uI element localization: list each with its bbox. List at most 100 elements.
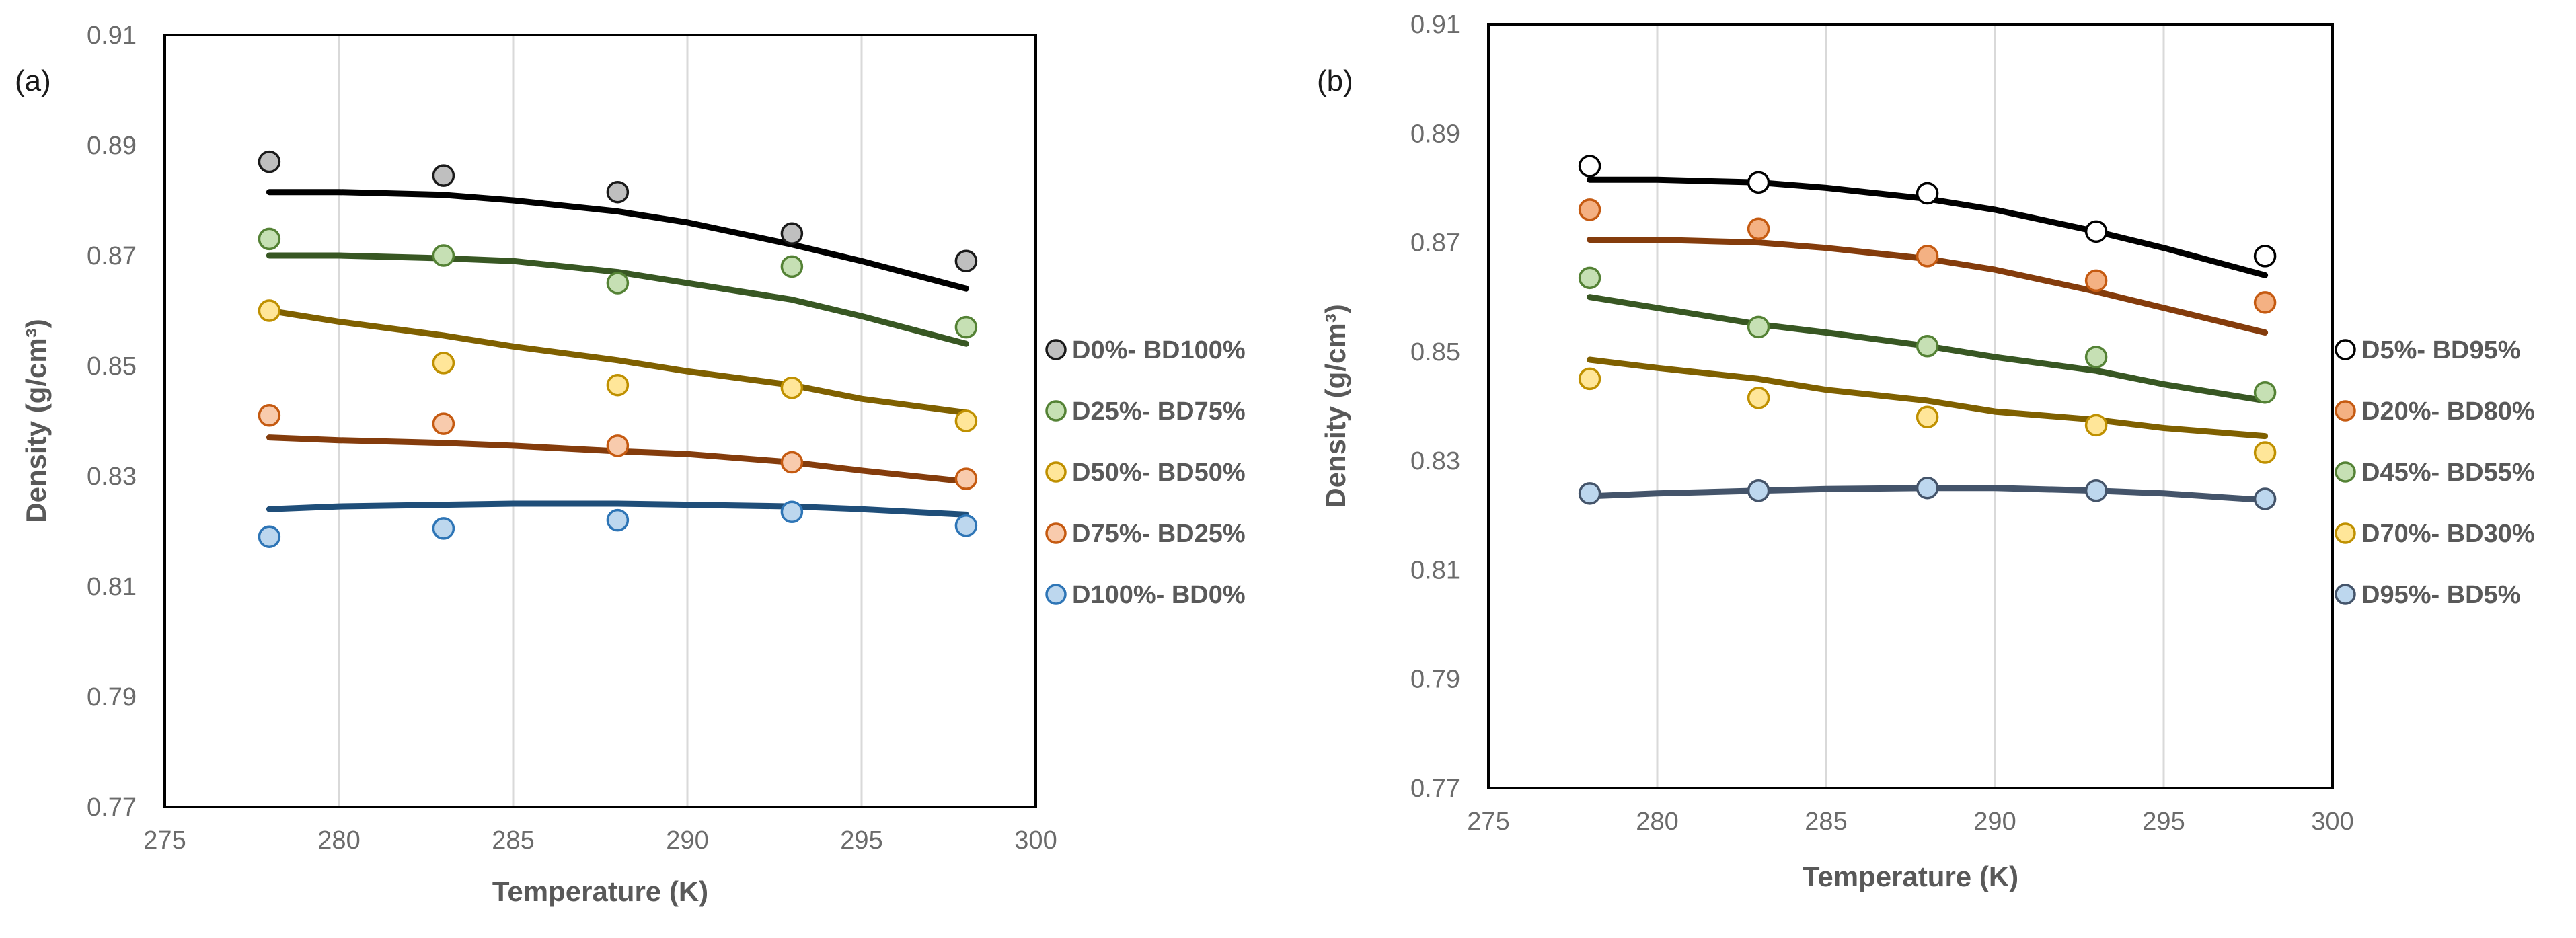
x-tick-label: 280: [1636, 808, 1678, 836]
legend-label: D25%- BD75%: [1072, 397, 1246, 426]
data-point: [258, 227, 281, 251]
x-axis-title: Temperature (K): [1803, 861, 2018, 892]
legend-label: D20%- BD80%: [2361, 397, 2535, 426]
data-point: [2253, 487, 2277, 510]
data-point: [606, 180, 630, 204]
y-tick-label: 0.87: [1410, 229, 1460, 258]
data-point: [1578, 482, 1601, 505]
x-tick-label: 275: [1467, 808, 1509, 836]
data-point: [954, 467, 978, 490]
legend-label: D0%- BD100%: [1072, 336, 1246, 364]
legend-label: D100%- BD0%: [1072, 581, 1246, 609]
data-point: [1916, 182, 1939, 205]
data-point: [258, 404, 281, 427]
y-axis-title: Density (g/cm³): [20, 319, 52, 522]
x-tick-label: 295: [840, 826, 882, 855]
legend-marker: [2335, 400, 2356, 422]
legend-label: D5%- BD95%: [2361, 336, 2521, 364]
x-tick-label: 275: [143, 826, 186, 855]
legend-marker: [1045, 400, 1067, 422]
data-point: [1747, 171, 1770, 194]
legend-label: D75%- BD25%: [1072, 520, 1246, 548]
y-tick-label: 0.81: [87, 573, 137, 601]
data-point: [1916, 476, 1939, 500]
data-point: [432, 352, 455, 375]
data-point: [2253, 291, 2277, 314]
data-point: [606, 508, 630, 532]
data-point: [780, 255, 804, 278]
y-tick-label: 0.79: [1410, 666, 1460, 694]
data-point: [1747, 315, 1770, 339]
data-point: [1578, 367, 1601, 391]
legend-label: D50%- BD50%: [1072, 459, 1246, 487]
data-point: [1578, 266, 1601, 290]
data-point: [954, 514, 978, 537]
data-point: [258, 299, 281, 322]
legend-marker: [1045, 339, 1067, 360]
chart-panel-b: 0.77 0.79 0.81 0.83 0.85 0.87 0.89 0.91 275 280 28…: [1317, 11, 2535, 892]
data-point: [432, 412, 455, 435]
data-point: [954, 315, 978, 339]
x-tick-label: 285: [492, 826, 534, 855]
data-point: [1916, 405, 1939, 428]
x-tick-label: 280: [317, 826, 360, 855]
data-point: [1747, 217, 1770, 241]
data-point: [2253, 381, 2277, 404]
data-point: [1578, 198, 1601, 221]
panel-label: (a): [15, 65, 51, 97]
data-point: [2253, 441, 2277, 464]
legend-marker: [1045, 522, 1067, 544]
legend-label: D95%- BD5%: [2361, 581, 2521, 609]
legend-marker: [2335, 339, 2356, 360]
y-tick-label: 0.79: [87, 683, 137, 711]
data-point: [1747, 479, 1770, 502]
y-tick-label: 0.77: [87, 793, 137, 822]
y-tick-label: 0.83: [1410, 447, 1460, 475]
y-tick-label: 0.77: [1410, 775, 1460, 803]
series-line: [266, 189, 969, 292]
legend-marker: [2335, 522, 2356, 544]
data-point: [1916, 245, 1939, 268]
data-point: [2084, 414, 2108, 437]
y-tick-label: 0.85: [87, 352, 137, 381]
series-line: [1587, 356, 2269, 440]
data-point: [954, 409, 978, 432]
x-tick-label: 300: [2311, 808, 2353, 836]
legend-marker: [1045, 584, 1067, 605]
data-point: [606, 434, 630, 457]
chart-panel-a: 0.77 0.79 0.81 0.83 0.85 0.87 0.89 0.91 275 280 28…: [15, 22, 1246, 907]
data-point: [2084, 479, 2108, 502]
x-tick-label: 290: [666, 826, 708, 855]
data-point: [2084, 269, 2108, 292]
y-tick-label: 0.91: [87, 22, 137, 50]
data-point: [606, 373, 630, 397]
data-point: [780, 222, 804, 245]
y-tick-label: 0.83: [87, 463, 137, 491]
legend-marker: [1045, 461, 1067, 483]
data-point: [606, 272, 630, 295]
data-point: [432, 517, 455, 540]
data-point: [258, 525, 281, 548]
data-point: [1578, 155, 1601, 178]
data-point: [2084, 220, 2108, 243]
legend-label: D70%- BD30%: [2361, 520, 2535, 548]
data-point: [780, 377, 804, 399]
data-point: [1747, 387, 1770, 409]
y-tick-label: 0.89: [1410, 120, 1460, 148]
data-point: [2084, 346, 2108, 368]
data-point: [780, 500, 804, 524]
data-point: [2253, 245, 2277, 268]
y-tick-label: 0.81: [1410, 556, 1460, 584]
legend-marker: [2335, 461, 2356, 483]
data-point: [780, 451, 804, 474]
y-tick-label: 0.85: [1410, 338, 1460, 366]
x-tick-label: 290: [1973, 808, 2016, 836]
panel-label: (b): [1317, 65, 1353, 97]
legend-marker: [2335, 584, 2356, 605]
x-tick-label: 295: [2142, 808, 2185, 836]
y-axis-title: Density (g/cm³): [1320, 304, 1351, 508]
y-tick-label: 0.91: [1410, 11, 1460, 39]
x-axis-title: Temperature (K): [492, 875, 708, 907]
